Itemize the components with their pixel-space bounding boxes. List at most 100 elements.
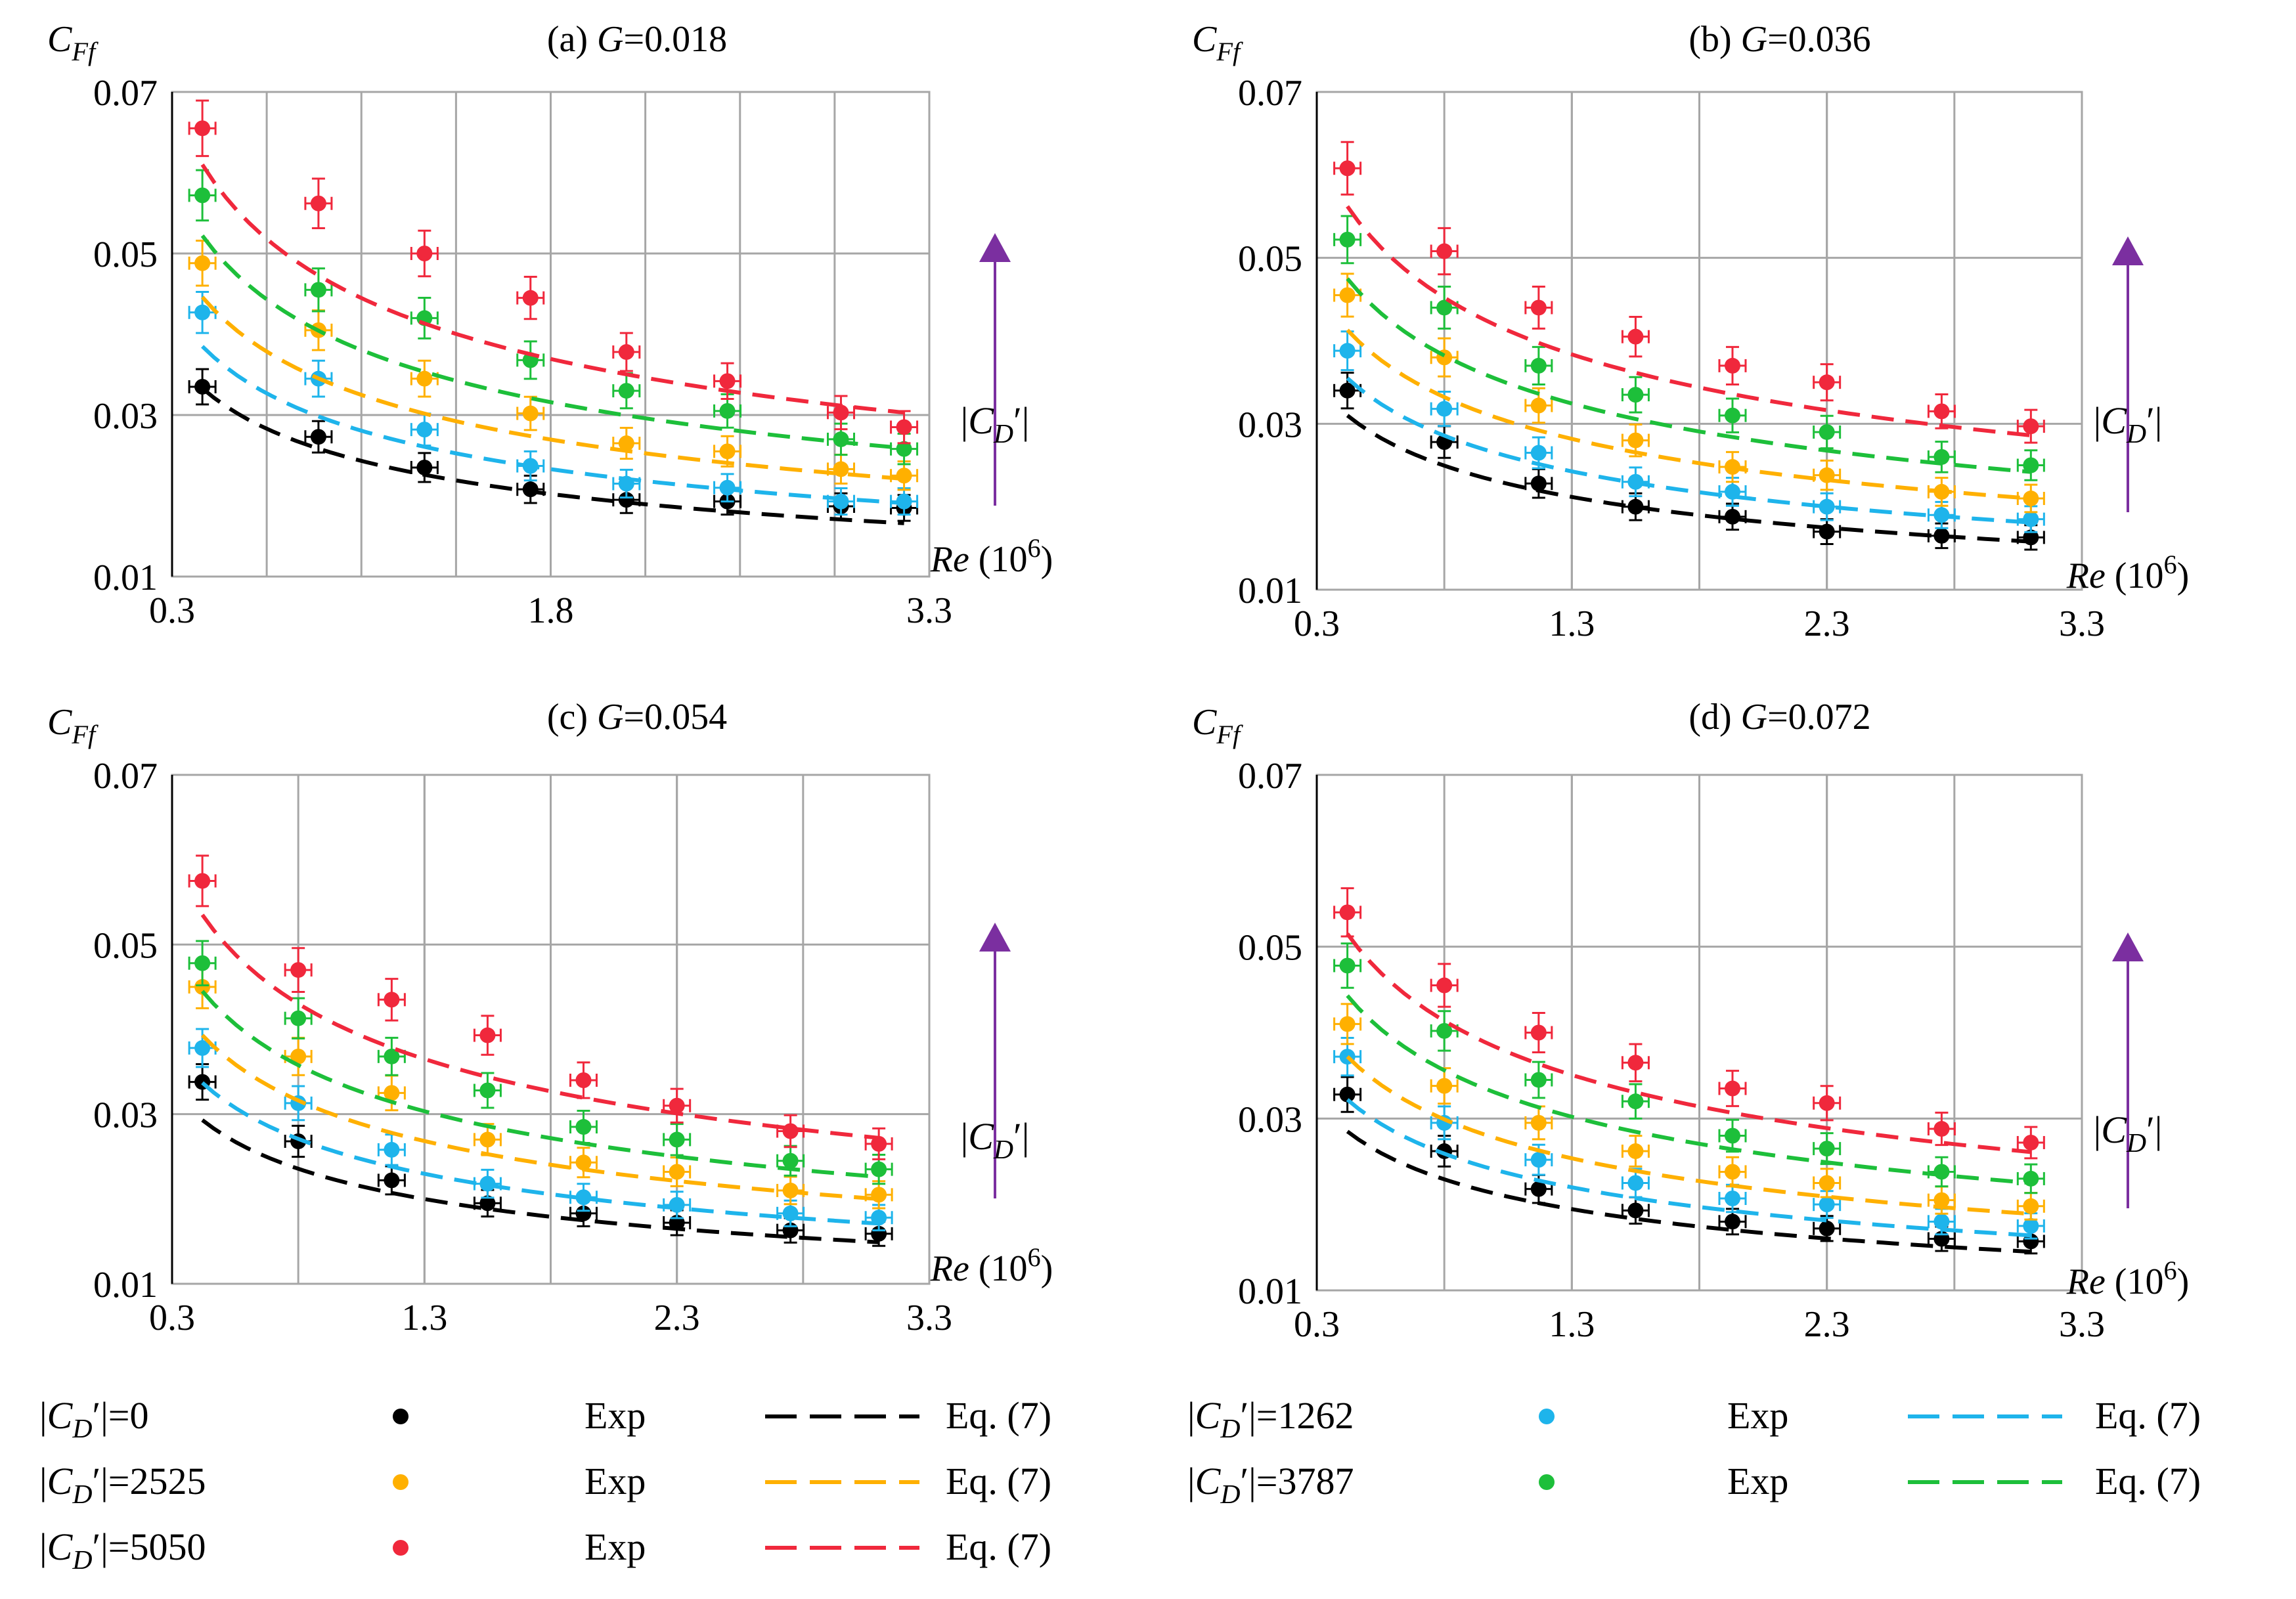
exp-point [1530,397,1547,414]
exp-point [1724,1191,1740,1207]
exp-point [575,1119,592,1135]
exp-point [1933,507,1950,523]
exp-point [1819,1141,1835,1157]
exp-point [1933,1121,1950,1137]
series-3787 [1333,942,2045,1194]
exp-point [1819,467,1835,483]
series-2525 [188,240,919,491]
exp-point [782,1182,799,1198]
exp-point [1530,1072,1547,1088]
exp-point [1436,243,1453,259]
series-1262 [1333,1036,2045,1240]
exp-point [871,1135,887,1152]
x-tick-label: 2.3 [1804,1304,1850,1345]
exp-point [194,255,211,271]
series-3787 [1333,215,2045,481]
x-tick-label: 2.3 [654,1298,700,1338]
exp-point [1819,424,1835,440]
exp-point [194,978,211,995]
exp-point [896,419,912,435]
exp-point [896,468,912,484]
legend-series-label: |CD′|=2525 [39,1460,206,1510]
exp-point [1933,1192,1950,1208]
exp-point [310,429,326,445]
legend-eq-label: Eq. (7) [946,1525,1051,1568]
increase-arrow-head [2112,236,2144,265]
exp-point [1627,473,1644,490]
exp-point [1819,1175,1835,1191]
exp-point [1933,449,1950,465]
legend-eq-label: Eq. (7) [2095,1460,2201,1502]
exp-point [833,405,849,421]
exp-point [1627,1202,1644,1219]
exp-point [1436,401,1453,417]
exp-point [1530,445,1547,461]
exp-point [1436,1078,1453,1094]
x-tick-label: 1.3 [401,1298,447,1338]
exp-point [1724,407,1740,424]
x-axis-label: Re (106) [930,1242,1053,1289]
exp-point [575,1189,592,1206]
exp-point [669,1164,685,1180]
exp-point [833,431,849,447]
legend-eq-label: Eq. (7) [2095,1394,2201,1437]
x-tick-label: 3.3 [2059,603,2105,644]
exp-point [782,1123,799,1139]
exp-point [1724,357,1740,374]
x-tick-label: 0.3 [1294,1304,1340,1345]
exp-point [871,1187,887,1203]
eq7-curve [200,296,904,481]
exp-point [479,1027,496,1043]
y-tick-label: 0.03 [93,396,158,437]
legend-entry-c0: |CD′|=0 Exp Eq. (7) [39,1394,1051,1444]
exp-point [2023,1233,2039,1250]
legend-series-label: |CD′|=5050 [39,1525,206,1575]
series-1262 [188,1028,893,1232]
chart-panel-b: 0.3 1.3 2.3 3.3 0.01 0.03 0.05 0.07 (b) G=0.036 C… [1192,19,2189,644]
exp-point [1819,523,1835,540]
y-tick-label: 0.05 [1238,239,1302,280]
legend-exp-label: Exp [585,1394,646,1437]
legend-eq-label: Eq. (7) [946,1394,1051,1437]
exp-point [896,441,912,457]
exp-point [1627,1055,1644,1071]
arrow-label: |CD′| [2094,399,2163,449]
exp-point [669,1097,685,1114]
exp-point [194,955,211,971]
exp-point [782,1205,799,1221]
exp-point [522,405,539,422]
chart-title: (b) G=0.036 [1689,19,1870,60]
eq7-curve [1346,376,2031,525]
exp-point [479,1175,496,1192]
legend-series-label: |CD′|=3787 [1187,1460,1354,1510]
exp-point [194,304,211,320]
chart-panel-c: 0.3 1.3 2.3 3.3 0.01 0.03 0.05 0.07 (c) G=0.054 C… [47,697,1053,1338]
exp-point [1339,287,1356,303]
eq7-curve [1346,414,2031,544]
exp-point [2023,491,2039,507]
exp-point [1339,1086,1356,1103]
exp-point [1724,1128,1740,1144]
eq7-curve [1346,277,2031,474]
exp-point [618,492,634,508]
chart-panels: 0.3 1.8 3.3 0.01 0.03 0.05 0.07 (a) G=0.018 CFf R… [47,19,2189,1345]
x-tick-label: 1.3 [1549,603,1595,644]
arrow-label: |CD′| [961,1115,1030,1165]
y-tick-label: 0.07 [93,73,158,114]
exp-point [1724,483,1740,500]
series-3787 [188,169,919,466]
chart-title: (a) G=0.018 [547,19,727,60]
x-tick-label: 1.8 [528,590,574,631]
chart-title: (c) G=0.054 [547,697,727,737]
legend-series-label: |CD′|=0 [39,1394,148,1444]
x-axis-label: Re (106) [2066,550,2190,596]
y-tick-label: 0.03 [1238,405,1302,445]
x-tick-label: 3.3 [2059,1304,2105,1345]
eq7-curve [1346,932,2031,1154]
exp-point [618,383,634,399]
exp-point [1339,343,1356,359]
chart-title: (d) G=0.072 [1689,697,1870,737]
eq7-curve [200,990,879,1179]
exp-point [194,873,211,889]
